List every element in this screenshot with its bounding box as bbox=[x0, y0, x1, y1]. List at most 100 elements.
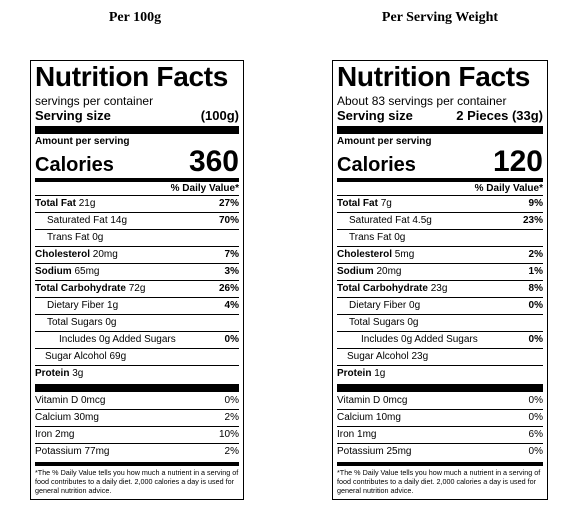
nutrient-pct: 0% bbox=[528, 412, 543, 423]
row-trans-fat: Trans Fat 0g bbox=[337, 230, 543, 247]
row-total-carbohydrate: Total Carbohydrate 72g 26% bbox=[35, 281, 239, 298]
row-total-fat: Total Fat 7g 9% bbox=[337, 196, 543, 213]
daily-value-footnote: *The % Daily Value tells you how much a … bbox=[337, 468, 541, 495]
row-potassium: Potassium 77mg 2% bbox=[35, 444, 239, 460]
servings-per-container: servings per container bbox=[35, 94, 154, 108]
nutrient-label: Trans Fat 0g bbox=[349, 232, 406, 243]
row-dietary-fiber: Dietary Fiber 1g 4% bbox=[35, 298, 239, 315]
nutrient-pct: 2% bbox=[224, 412, 239, 423]
nutrient-pct: 3% bbox=[224, 266, 239, 277]
nutrient-pct: 6% bbox=[528, 429, 543, 440]
nutrient-label: Total Fat bbox=[337, 198, 378, 209]
serving-size-value: (100g) bbox=[200, 108, 239, 123]
nutrient-label: Saturated Fat 4.5g bbox=[349, 215, 432, 226]
row-sodium: Sodium 65mg 3% bbox=[35, 264, 239, 281]
servings-per-container: About 83 servings per container bbox=[337, 94, 507, 108]
nutrient-label: Cholesterol bbox=[337, 249, 393, 260]
calories-value: 120 bbox=[492, 145, 543, 178]
nutrient-label: Protein bbox=[35, 368, 70, 379]
nutrient-amount: 20mg bbox=[92, 249, 118, 260]
calories-value: 360 bbox=[188, 145, 239, 178]
nutrient-label: Dietary Fiber 0g bbox=[349, 300, 421, 311]
row-dietary-fiber: Dietary Fiber 0g 0% bbox=[337, 298, 543, 315]
calories-row: Calories 120 bbox=[337, 145, 543, 178]
nutrient-pct: 23% bbox=[522, 215, 543, 226]
nutrient-amount: 1g bbox=[374, 368, 386, 379]
divider-medium bbox=[35, 178, 239, 182]
nutrient-label: Includes 0g Added Sugars bbox=[361, 334, 478, 345]
row-calcium: Calcium 10mg 0% bbox=[337, 410, 543, 427]
nutrient-label: Calcium 30mg bbox=[35, 412, 99, 423]
nutrient-label: Saturated Fat 14g bbox=[47, 215, 128, 226]
row-protein: Protein 3g bbox=[35, 366, 239, 382]
calories-label: Calories bbox=[35, 154, 114, 176]
nutrient-amount: 21g bbox=[78, 198, 96, 209]
label-title: Nutrition Facts bbox=[35, 61, 229, 92]
nutrient-pct: 0% bbox=[224, 395, 239, 406]
divider-medium bbox=[35, 462, 239, 466]
daily-value-header: % Daily Value* bbox=[35, 182, 239, 196]
row-sodium: Sodium 20mg 1% bbox=[337, 264, 543, 281]
row-vitamin-d: Vitamin D 0mcg 0% bbox=[337, 393, 543, 410]
nutrient-pct: 9% bbox=[528, 198, 543, 209]
nutrient-label: Sodium bbox=[337, 266, 374, 277]
nutrient-pct: 7% bbox=[224, 249, 239, 260]
nutrient-pct: 0% bbox=[528, 300, 543, 311]
nutrient-label: Total Sugars 0g bbox=[47, 317, 117, 328]
heading-per-serving-weight: Per Serving Weight bbox=[381, 10, 499, 25]
row-protein: Protein 1g bbox=[337, 366, 543, 382]
calories-row: Calories 360 bbox=[35, 145, 239, 178]
nutrient-amount: 3g bbox=[72, 368, 84, 379]
nutrient-label: Trans Fat 0g bbox=[47, 232, 104, 243]
row-total-sugars: Total Sugars 0g bbox=[337, 315, 543, 332]
row-sugar-alcohol: Sugar Alcohol 23g bbox=[337, 349, 543, 366]
nutrient-label: Sodium bbox=[35, 266, 72, 277]
row-total-fat: Total Fat 21g 27% bbox=[35, 196, 239, 213]
row-saturated-fat: Saturated Fat 4.5g 23% bbox=[337, 213, 543, 230]
row-calcium: Calcium 30mg 2% bbox=[35, 410, 239, 427]
heading-per-100g: Per 100g bbox=[108, 10, 162, 25]
nutrient-pct: 2% bbox=[224, 446, 239, 457]
divider-thick bbox=[337, 384, 543, 392]
divider-medium bbox=[337, 178, 543, 182]
divider-thick bbox=[35, 384, 239, 392]
nutrient-label: Vitamin D 0mcg bbox=[337, 395, 408, 406]
row-sugar-alcohol: Sugar Alcohol 69g bbox=[35, 349, 239, 366]
row-potassium: Potassium 25mg 0% bbox=[337, 444, 543, 460]
nutrient-amount: 23g bbox=[430, 283, 448, 294]
daily-value-header: % Daily Value* bbox=[337, 182, 543, 196]
nutrition-label-per-serving: Nutrition Facts About 83 servings per co… bbox=[332, 60, 548, 500]
label-title: Nutrition Facts bbox=[337, 61, 531, 92]
nutrient-amount: 7g bbox=[380, 198, 392, 209]
nutrient-pct: 27% bbox=[218, 198, 239, 209]
serving-size-row: Serving size (100g) bbox=[35, 108, 239, 123]
nutrient-pct: 8% bbox=[528, 283, 543, 294]
row-iron: Iron 1mg 6% bbox=[337, 427, 543, 444]
nutrient-pct: 0% bbox=[528, 395, 543, 406]
serving-size-label: Serving size bbox=[337, 108, 413, 123]
nutrient-pct: 0% bbox=[528, 446, 543, 457]
row-added-sugars: Includes 0g Added Sugars 0% bbox=[337, 332, 543, 349]
row-cholesterol: Cholesterol 20mg 7% bbox=[35, 247, 239, 264]
nutrient-label: Total Sugars 0g bbox=[349, 317, 419, 328]
nutrient-label: Total Carbohydrate bbox=[35, 283, 126, 294]
row-added-sugars: Includes 0g Added Sugars 0% bbox=[35, 332, 239, 349]
nutrient-pct: 2% bbox=[528, 249, 543, 260]
nutrient-amount: 20mg bbox=[376, 266, 402, 277]
nutrient-label: Dietary Fiber 1g bbox=[47, 300, 119, 311]
nutrient-pct: 10% bbox=[218, 429, 239, 440]
nutrient-label: Calcium 10mg bbox=[337, 412, 401, 423]
row-vitamin-d: Vitamin D 0mcg 0% bbox=[35, 393, 239, 410]
nutrient-label: Cholesterol bbox=[35, 249, 91, 260]
nutrient-label: Total Fat bbox=[35, 198, 76, 209]
nutrient-label: Iron 1mg bbox=[337, 429, 377, 440]
serving-size-row: Serving size 2 Pieces (33g) bbox=[337, 108, 543, 123]
nutrient-amount: 72g bbox=[128, 283, 146, 294]
divider-medium bbox=[337, 462, 543, 466]
nutrient-pct: 0% bbox=[528, 334, 543, 345]
daily-value-footnote: *The % Daily Value tells you how much a … bbox=[35, 468, 239, 495]
row-total-sugars: Total Sugars 0g bbox=[35, 315, 239, 332]
nutrient-label: Sugar Alcohol 23g bbox=[347, 351, 429, 362]
nutrient-label: Total Carbohydrate bbox=[337, 283, 428, 294]
nutrient-pct: 70% bbox=[218, 215, 239, 226]
